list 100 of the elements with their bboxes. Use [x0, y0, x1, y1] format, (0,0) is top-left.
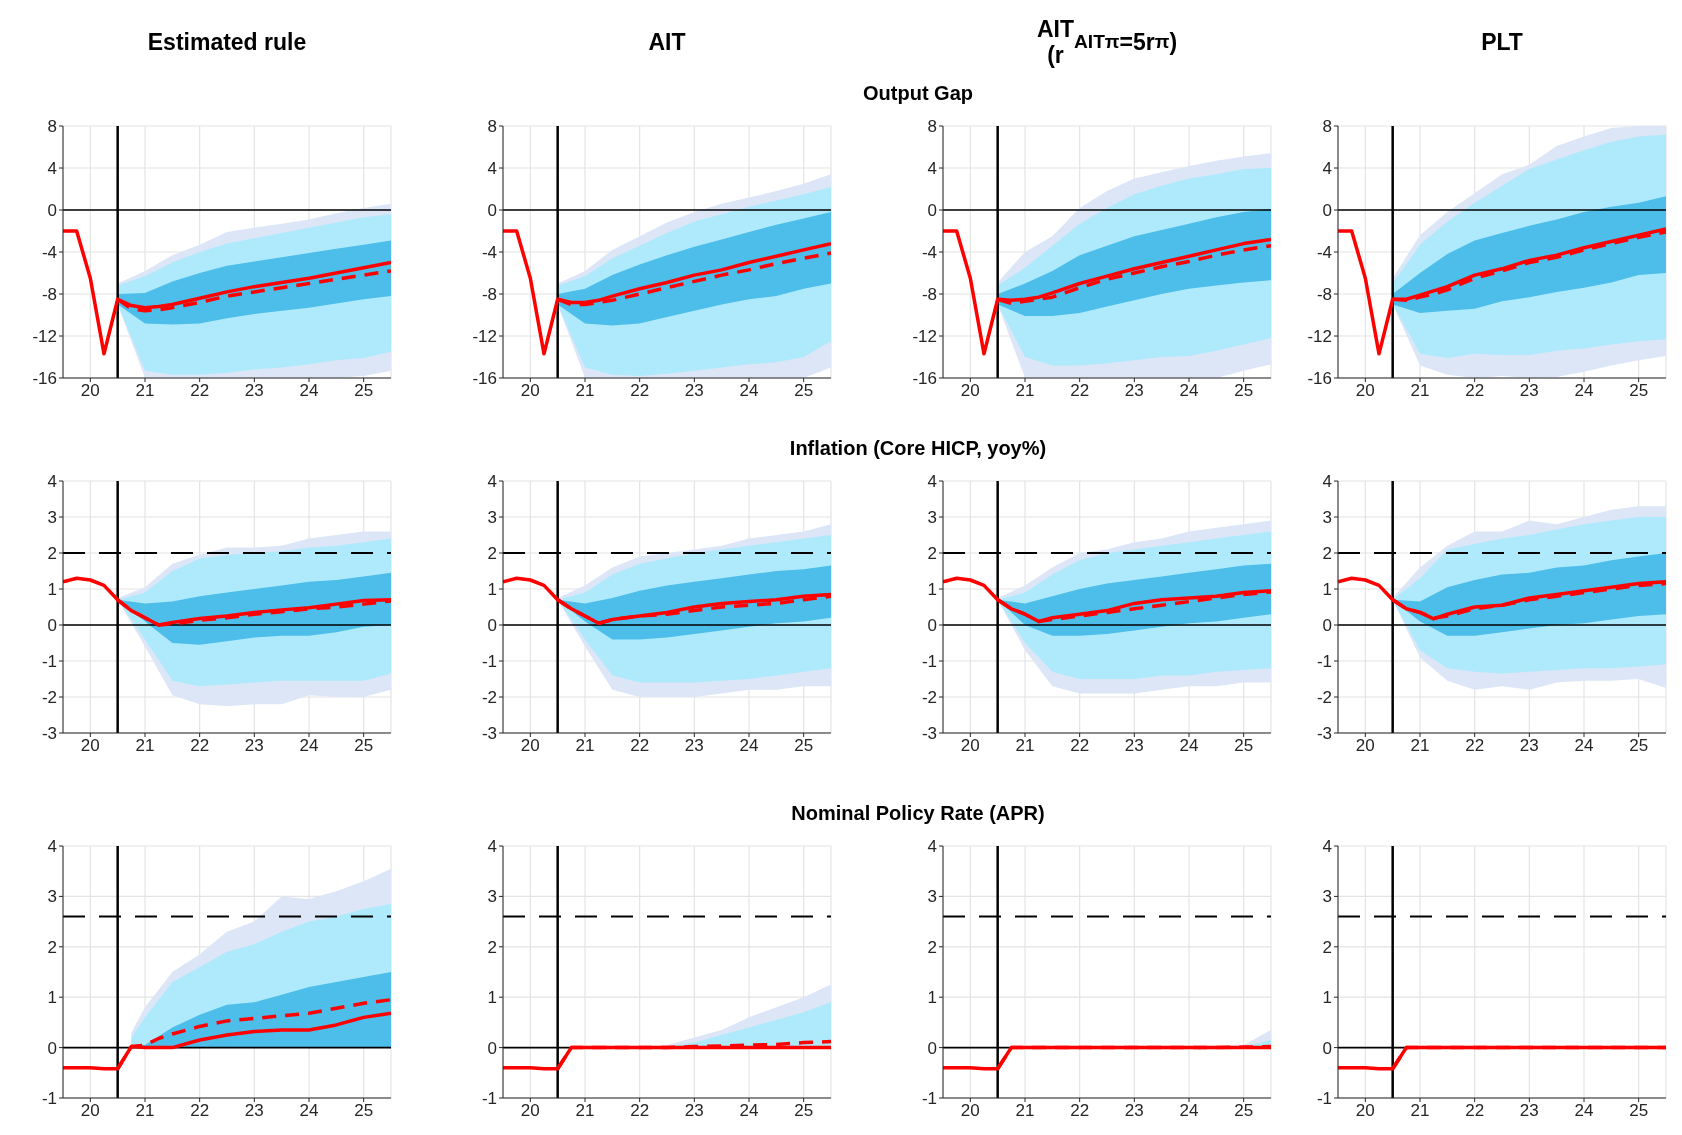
y-tick-label: 1	[927, 988, 937, 1008]
y-tick-label: -1	[481, 652, 497, 672]
x-tick-label: 23	[244, 381, 264, 401]
y-tick-label: -8	[1316, 285, 1332, 305]
y-tick-label: -3	[921, 724, 937, 744]
x-tick-label: 23	[684, 381, 704, 401]
x-tick-label: 21	[575, 736, 595, 756]
y-tick-label: 3	[47, 887, 57, 907]
y-tick-label: 2	[47, 937, 57, 957]
y-tick-label: 0	[487, 201, 497, 221]
y-tick-label: -2	[41, 688, 57, 708]
x-tick-label: 22	[1070, 1101, 1090, 1121]
x-tick-label: 20	[520, 381, 540, 401]
y-tick-label: 0	[927, 616, 937, 636]
x-tick-label: 21	[1015, 1101, 1035, 1121]
y-tick-label: -3	[481, 724, 497, 744]
y-tick-label: -1	[41, 652, 57, 672]
y-tick-label: 4	[487, 837, 497, 857]
y-tick-label: 4	[47, 472, 57, 492]
x-tick-label: 25	[354, 381, 374, 401]
y-tick-label: 2	[47, 544, 57, 564]
x-tick-label: 24	[1179, 736, 1199, 756]
x-tick-label: 22	[1070, 381, 1090, 401]
x-tick-label: 20	[80, 1101, 100, 1121]
y-tick-label: -4	[921, 243, 937, 263]
chart-title: PLT	[1480, 27, 1524, 57]
x-tick-label: 22	[630, 381, 650, 401]
y-tick-label: 2	[927, 544, 937, 564]
x-tick-label: 21	[575, 381, 595, 401]
y-tick-label: 3	[927, 887, 937, 907]
x-tick-label: 24	[1179, 381, 1199, 401]
x-tick-label: 20	[960, 381, 980, 401]
y-tick-label: 8	[47, 117, 57, 137]
x-tick-label: 25	[354, 736, 374, 756]
y-tick-label: 0	[1322, 201, 1332, 221]
y-tick-label: -3	[1316, 724, 1332, 744]
x-tick-label: 25	[1234, 1101, 1254, 1121]
y-tick-label: 4	[47, 159, 57, 179]
y-tick-label: 8	[487, 117, 497, 137]
y-tick-label: 0	[47, 201, 57, 221]
chart-title: Estimated rule	[146, 27, 308, 57]
y-tick-label: 0	[487, 616, 497, 636]
y-tick-label: -12	[472, 327, 497, 347]
y-tick-label: 0	[1322, 616, 1332, 636]
x-tick-label: 25	[794, 736, 814, 756]
x-tick-label: 23	[1519, 381, 1539, 401]
x-tick-label: 21	[1410, 1101, 1430, 1121]
x-tick-label: 25	[1234, 736, 1254, 756]
x-tick-label: 25	[794, 1101, 814, 1121]
y-tick-label: 4	[927, 472, 937, 492]
chart-subtitle: Nominal Policy Rate (APR)	[791, 802, 1045, 825]
x-tick-label: 20	[1355, 736, 1375, 756]
x-tick-label: 21	[1015, 736, 1035, 756]
x-tick-label: 23	[1519, 736, 1539, 756]
y-tick-label: -12	[1307, 327, 1332, 347]
y-tick-label: 1	[487, 580, 497, 600]
x-tick-label: 21	[135, 381, 155, 401]
y-tick-label: 3	[47, 508, 57, 528]
x-tick-label: 20	[80, 736, 100, 756]
x-tick-label: 25	[1629, 736, 1649, 756]
x-tick-label: 20	[520, 1101, 540, 1121]
x-tick-label: 24	[1574, 1101, 1594, 1121]
y-tick-label: 4	[487, 159, 497, 179]
x-tick-label: 22	[630, 736, 650, 756]
line-series	[63, 229, 391, 356]
y-tick-label: -2	[481, 688, 497, 708]
line-series	[1338, 227, 1666, 356]
y-tick-label: 1	[47, 580, 57, 600]
x-tick-label: 20	[960, 736, 980, 756]
x-tick-label: 24	[739, 381, 759, 401]
y-tick-label: -4	[41, 243, 57, 263]
y-tick-label: -2	[921, 688, 937, 708]
y-tick-label: -8	[921, 285, 937, 305]
y-tick-label: 0	[1322, 1038, 1332, 1058]
y-tick-label: -1	[1316, 652, 1332, 672]
x-tick-label: 21	[1015, 381, 1035, 401]
y-tick-label: 4	[47, 837, 57, 857]
chart-subtitle: Output Gap	[863, 82, 973, 105]
y-tick-label: 8	[927, 117, 937, 137]
y-tick-label: 0	[927, 201, 937, 221]
y-tick-label: 4	[1322, 159, 1332, 179]
y-tick-label: 0	[47, 616, 57, 636]
y-tick-label: 1	[47, 988, 57, 1008]
x-tick-label: 24	[739, 736, 759, 756]
y-tick-label: 1	[487, 988, 497, 1008]
y-tick-label: 1	[1322, 988, 1332, 1008]
y-tick-label: -16	[912, 369, 937, 389]
x-tick-label: 22	[1465, 381, 1485, 401]
x-tick-label: 23	[684, 1101, 704, 1121]
y-tick-label: 2	[487, 937, 497, 957]
y-tick-label: 3	[927, 508, 937, 528]
x-tick-label: 23	[1124, 736, 1144, 756]
x-tick-label: 20	[1355, 381, 1375, 401]
y-tick-label: -2	[1316, 688, 1332, 708]
y-tick-label: 3	[1322, 508, 1332, 528]
y-tick-label: -12	[32, 327, 57, 347]
y-tick-label: 2	[487, 544, 497, 564]
y-tick-label: -4	[1316, 243, 1332, 263]
x-tick-label: 22	[1465, 1101, 1485, 1121]
y-tick-label: 0	[47, 1038, 57, 1058]
